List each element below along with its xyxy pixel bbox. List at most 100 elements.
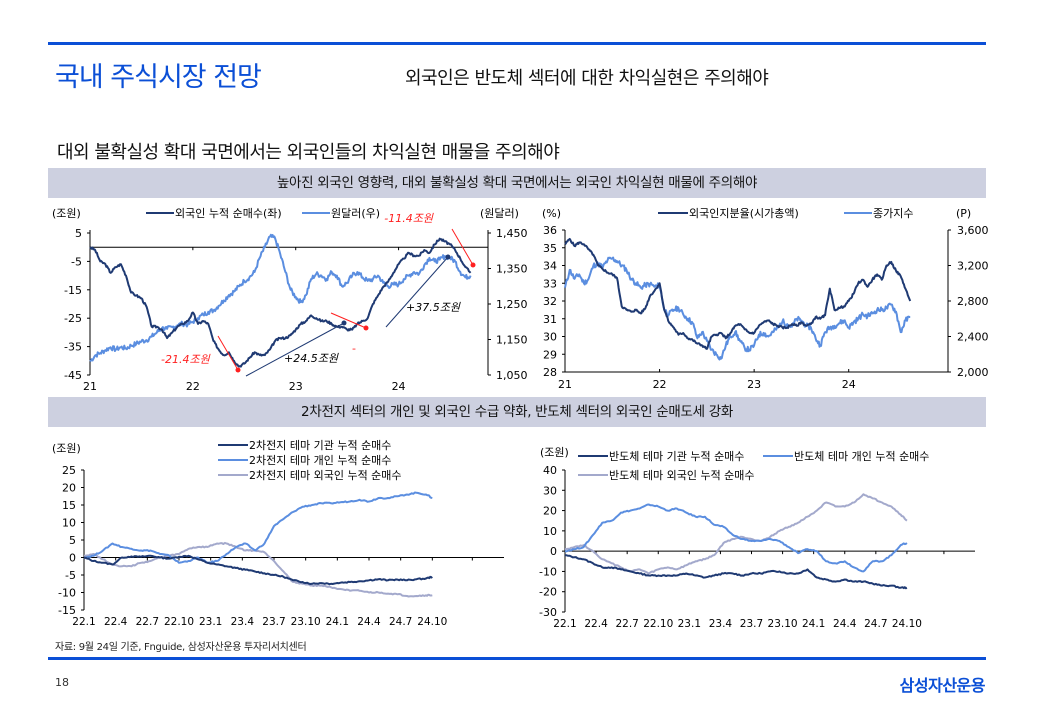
band-title-bottom: 2차전지 섹터의 개인 및 외국인 수급 약화, 반도체 섹터의 외국인 순매도… [48,397,986,427]
x-tick-label: 21 [558,378,572,391]
x-tick-label: 23 [747,378,761,391]
arrowhead-icon [363,325,369,331]
x-tick-label: 24 [842,378,856,391]
y-tick-label: -10 [58,587,76,600]
series-line-foreign [89,237,472,368]
x-tick-label: 24.7 [389,616,412,628]
series-line-1 [564,503,908,573]
x-tick-label: 22.4 [104,616,128,628]
annotation-arrow [245,322,345,377]
left-tick-label: 32 [543,295,557,308]
x-tick-label: 23.4 [231,616,255,628]
y-tick-label: 25 [62,464,76,477]
left-tick-label: -45 [64,369,82,382]
legend-label-foreign: 외국인 누적 순매수(좌) [175,207,282,220]
right-unit-label: (원달러) [480,207,519,220]
legend-label-index: 종가지수 [873,207,913,220]
left-tick-label: 35 [543,242,557,255]
annotation-label: -21.4조원 [161,353,211,366]
right-tick-label: 3,600 [957,224,988,237]
x-tick-label: 23.7 [262,616,285,628]
legend-label-fx: 원달러(우) [331,207,380,220]
chart-foreign-ownership-index: (%) (P) 외국인지분율(시가총액) 종가지수 36 35 34 33 32 31 30 29 28… [542,207,988,391]
left-tick-label: 34 [543,260,557,273]
x-tick-label: 24.1 [326,616,349,628]
left-tick-label: -35 [64,341,82,354]
left-tick-label: 30 [543,331,557,344]
x-tick-label: 24.10 [417,616,447,628]
x-tick-label: 23.10 [768,618,798,630]
y-tick-label: 40 [543,464,557,477]
legend-label-ownership: 외국인지분율(시가총액) [689,207,799,220]
x-tick-label: 24.4 [357,616,381,628]
series-line-fx [89,233,472,363]
x-tick-label: 23 [289,380,303,393]
series-line-2 [564,493,908,575]
legend-label: 2차전지 테마 개인 누적 순매수 [249,454,391,467]
annotation-label: - [352,342,356,355]
y-tick-label: -5 [65,569,76,582]
x-tick-label: 21 [83,380,97,393]
annotation-arrow [451,228,474,266]
series-line-0 [564,554,908,590]
right-tick-label: 1,150 [496,334,528,347]
left-unit-label: (조원) [52,442,81,455]
right-tick-label: 2,000 [957,366,988,379]
annotation-label: +37.5조원 [406,301,461,314]
x-tick-label: 23.1 [678,618,701,630]
x-tick-label: 22 [653,378,667,391]
y-tick-label: -30 [539,606,557,619]
right-tick-label: 1,350 [496,263,528,276]
y-tick-label: -10 [539,565,557,578]
arrowhead-icon [470,262,476,268]
x-tick-label: 22.1 [553,618,576,630]
page-title: 국내 주식시장 전망 [55,62,262,93]
section-title: 대외 불확실성 확대 국면에서는 외국인들의 차익실현 매물을 주의해야 [57,142,560,163]
annotation-arrow [330,312,367,329]
x-tick-label: 23.1 [199,616,222,628]
x-tick-label: 23.4 [709,618,733,630]
arrowhead-icon [445,254,451,260]
chart-foreign-net-buy-fx: (조원) (원달러) 외국인 누적 순매수(좌) 원달러(우) 5 -5 -15 -25 -35… [52,207,528,393]
arrowhead-icon [341,320,347,326]
right-tick-label: 1,250 [496,298,528,311]
x-tick-label: 22.4 [584,618,608,630]
y-tick-label: 5 [69,534,76,547]
y-tick-label: 10 [62,517,76,530]
annotation-label: +24.5조원 [284,352,339,365]
y-tick-label: 20 [62,482,76,495]
x-tick-label: 24 [392,380,406,393]
chart-semiconductor-theme-flows: (조원) 반도체 테마 기관 누적 순매수 반도체 테마 개인 누적 순매수반도체 … [539,446,975,630]
arrowhead-icon [235,367,241,373]
legend-label: 2차전지 테마 외국인 누적 순매수 [249,469,402,482]
legend-label: 반도체 테마 기관 누적 순매수 [609,450,744,463]
x-tick-label: 22.7 [615,618,638,630]
annotation-arrow [217,335,239,371]
x-tick-label: 22.7 [136,616,159,628]
left-tick-label: 5 [75,227,82,240]
x-tick-label: 22.10 [643,618,673,630]
legend-label: 반도체 테마 외국인 누적 순매수 [609,469,755,482]
bottom-accent-bar [48,657,986,660]
series-line-index [564,256,911,361]
right-tick-label: 1,450 [496,227,528,240]
left-tick-label: 33 [543,277,557,290]
series-line-2 [83,541,433,598]
x-tick-label: 22.1 [72,616,95,628]
legend-label: 반도체 테마 개인 누적 순매수 [794,450,929,463]
left-tick-label: 36 [543,224,557,237]
top-accent-bar [48,42,986,45]
y-tick-label: 0 [550,545,557,558]
left-unit-label: (%) [542,207,561,220]
right-tick-label: 2,400 [957,331,988,344]
y-tick-label: 10 [543,525,557,538]
left-tick-label: 28 [543,366,557,379]
left-tick-label: -25 [64,312,82,325]
right-unit-label: (P) [956,207,971,220]
annotation-arrow [385,256,449,328]
right-tick-label: 1,050 [496,369,528,382]
x-tick-label: 24.7 [864,618,887,630]
x-tick-label: 24.10 [892,618,922,630]
left-tick-label: -5 [71,255,82,268]
left-tick-label: 29 [543,348,557,361]
